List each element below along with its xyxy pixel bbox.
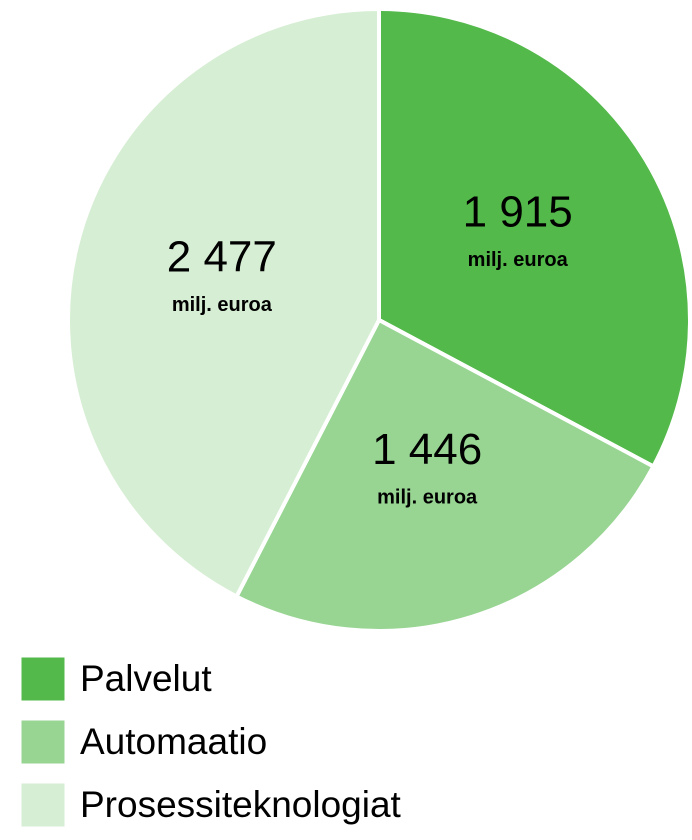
legend-label: Automaatio bbox=[80, 721, 267, 762]
legend-swatch bbox=[18, 717, 68, 767]
pie-slice bbox=[66, 7, 381, 599]
value-label: 2 477 bbox=[167, 233, 277, 282]
legend-swatch bbox=[18, 780, 68, 830]
value-label: 1 915 bbox=[463, 187, 573, 236]
legend-swatch bbox=[18, 654, 68, 704]
pie-slice bbox=[377, 7, 692, 469]
unit-label: milj. euroa bbox=[172, 294, 273, 316]
value-label: 1 446 bbox=[372, 425, 482, 474]
legend-label: Palvelut bbox=[80, 658, 212, 699]
unit-label: milj. euroa bbox=[468, 249, 569, 271]
unit-label: milj. euroa bbox=[377, 487, 478, 509]
legend-label: Prosessiteknologiat bbox=[80, 784, 402, 825]
